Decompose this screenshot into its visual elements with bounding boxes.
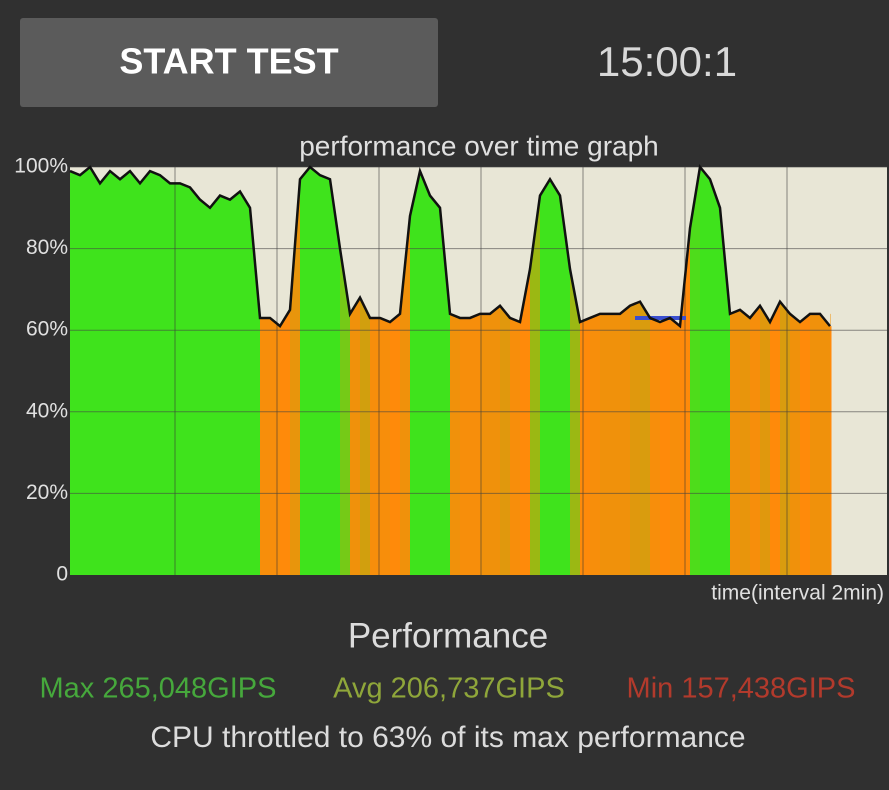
area-stripe [160,175,171,575]
area-stripe [750,305,761,575]
y-tick-label: 0 [56,563,68,586]
area-stripe [110,171,121,575]
area-stripe [480,313,491,575]
area-stripe [580,317,591,575]
area-stripe [770,301,781,575]
area-stripe [450,313,461,575]
area-stripe [190,187,201,575]
area-stripe [220,195,231,575]
area-stripe [280,309,291,575]
area-stripe [180,183,191,575]
stat-max: Max 265,048GIPS [40,673,277,705]
stat-min: Min 157,438GIPS [627,673,856,705]
area-stripe [830,326,832,575]
area-stripe [360,297,371,575]
area-stripe [710,179,721,576]
button-label[interactable]: START TEST [119,41,338,82]
area-stripe [80,167,91,575]
area-stripe [570,269,581,575]
y-tick-label: 80% [26,236,68,259]
area-stripe [240,191,251,576]
area-stripe [90,167,101,575]
area-stripe [660,317,671,575]
x-axis-label: time(interval 2min) [711,582,884,605]
area-stripe [70,171,81,575]
area-stripe [630,301,641,575]
area-stripe [310,167,321,575]
area-stripe [800,313,811,575]
area-stripe [470,313,481,575]
stat-avg: Avg 206,737GIPS [333,673,565,705]
area-stripe [510,317,521,575]
area-stripe [820,313,831,575]
area-stripe [810,313,821,575]
area-stripe [670,317,681,575]
timer: 15:00:1 [597,38,737,85]
area-stripe [620,305,631,575]
performance-line [69,164,831,329]
area-stripe [200,199,211,575]
area-stripe [230,191,241,576]
area-stripe [790,313,801,575]
area-stripe [300,167,311,575]
area-stripe [640,301,651,575]
area-stripe [400,215,411,575]
area-stripe [210,195,221,575]
area-stripe [550,179,561,576]
area-stripe [410,171,421,575]
area-stripe [380,317,391,575]
area-stripe [500,305,511,575]
area-stripe [740,309,751,575]
area-stripe [150,171,161,575]
area-stripe [290,179,301,576]
stats-heading: Performance [348,616,548,655]
chart-title: performance over time graph [299,130,659,161]
area-cover [70,167,830,327]
area-stripe [320,175,331,575]
stats-summary: CPU throttled to 63% of its max performa… [150,721,745,754]
area-stripe [610,313,621,575]
area-stripe [590,313,601,575]
area-stripe [720,207,731,576]
area-stripe [520,269,531,575]
area-stripe [140,171,151,575]
area-stripe [780,301,791,575]
y-tick-label: 60% [26,318,68,341]
area-stripe [700,167,711,575]
area-stripe [730,309,741,575]
area-stripe [370,317,381,575]
y-tick-label: 20% [26,481,68,504]
area-stripe [130,171,141,575]
area-stripe [460,317,471,575]
area-stripe [420,171,431,575]
area-stripe [560,195,571,575]
area-stripe [760,305,771,575]
area-stripe [530,195,541,575]
start-button[interactable] [20,18,438,107]
area-stripe [430,195,441,575]
area-stripe [650,317,661,575]
y-tick-label: 40% [26,399,68,422]
area-stripe [120,171,131,575]
area-stripe [250,207,261,576]
area-stripe [100,171,111,575]
plot: 0 20% 40% 60% 80% 100% [14,155,887,586]
area-stripe [690,167,701,575]
area-stripe [260,317,271,575]
y-tick-label: 100% [14,155,68,178]
area-stripe [490,305,501,575]
area-stripe [270,317,281,575]
area-stripe [330,179,341,576]
area-stripe [390,313,401,575]
area-stripe [440,207,451,576]
area-stripe [350,297,361,575]
area-stripe [540,179,551,576]
area-stripe [600,313,611,575]
